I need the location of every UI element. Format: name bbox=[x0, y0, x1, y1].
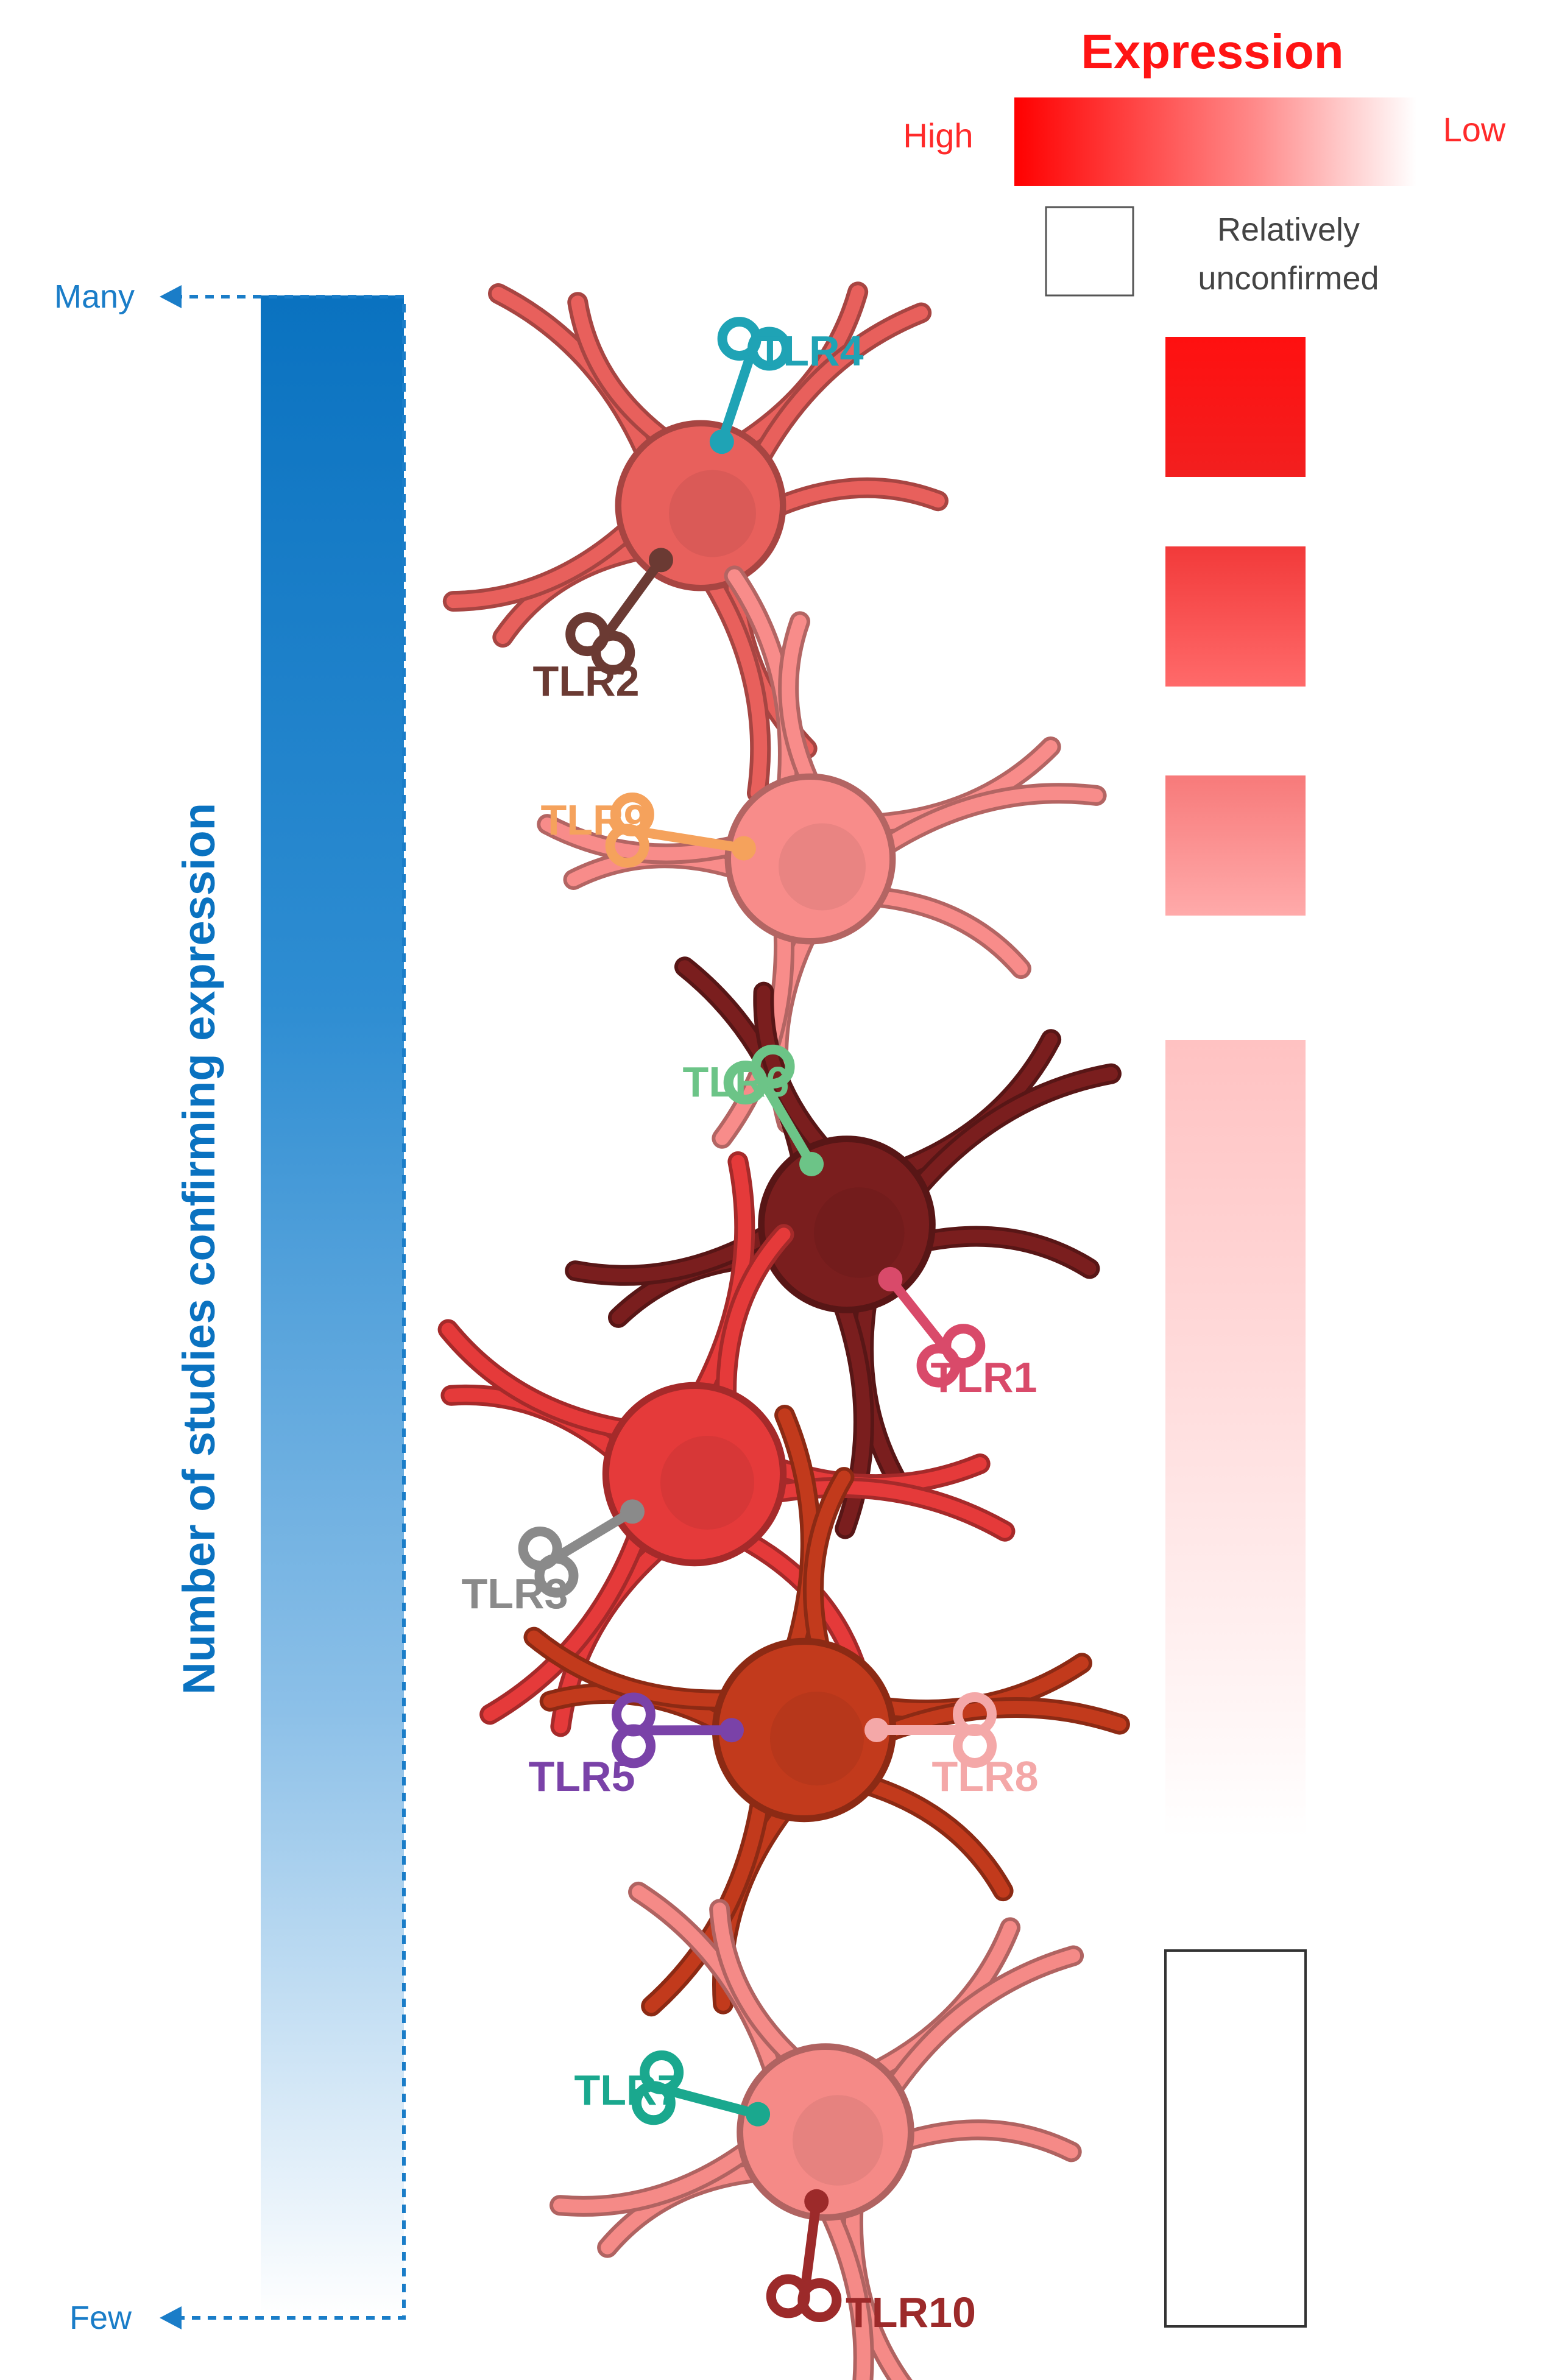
dendrite bbox=[571, 295, 683, 454]
legend-unconfirmed-label-line1: Relatively bbox=[1217, 211, 1360, 248]
dendrite bbox=[855, 889, 1028, 976]
expression-square-unconfirmed bbox=[1164, 1949, 1307, 2328]
tlr4-receptor-icon bbox=[709, 317, 791, 454]
legend-unconfirmed-swatch bbox=[1045, 206, 1134, 297]
tlr7-receptor-icon bbox=[631, 2050, 771, 2127]
legend-low-label: Low bbox=[1443, 110, 1506, 149]
tlr3-receptor-icon bbox=[518, 1499, 645, 1598]
cells-layer bbox=[437, 281, 1130, 2380]
legend-unconfirmed-label-line2: unconfirmed bbox=[1198, 260, 1379, 297]
dendritic-cell bbox=[442, 281, 949, 803]
tlr1-receptor-icon bbox=[878, 1266, 986, 1388]
dendrite bbox=[752, 1480, 1012, 1538]
dendrite bbox=[877, 1949, 1081, 2109]
dendrite bbox=[446, 513, 646, 609]
axis-top-label: Many bbox=[54, 278, 135, 315]
dendrite bbox=[441, 1322, 648, 1439]
dendrite bbox=[901, 1067, 1118, 1207]
dendrite bbox=[844, 1773, 1010, 1898]
label-tlr2: TLR2 bbox=[533, 657, 640, 705]
label-tlr3: TLR3 bbox=[462, 1570, 568, 1617]
dendrite bbox=[747, 306, 928, 478]
dendrite bbox=[757, 481, 945, 520]
label-tlr7: TLR7 bbox=[574, 2066, 681, 2114]
axis-bottom-label: Few bbox=[69, 2300, 132, 2336]
studies-axis: Many Few Number of studies confirming ex… bbox=[54, 278, 406, 2336]
dendrite bbox=[902, 1229, 1097, 1276]
studies-gradient-bar bbox=[261, 295, 404, 2318]
dendrite bbox=[866, 786, 1103, 861]
dendritic-cell bbox=[537, 565, 1107, 1149]
expression-square-2 bbox=[1165, 546, 1306, 687]
dendrite bbox=[719, 1227, 791, 1421]
axis-dotted-bracket bbox=[174, 295, 406, 2320]
label-tlr4: TLR4 bbox=[757, 327, 864, 375]
expression-squares bbox=[1164, 337, 1307, 2328]
expression-square-4 bbox=[1165, 1040, 1306, 1838]
dendrite bbox=[553, 2133, 767, 2213]
dendrite bbox=[697, 562, 768, 800]
label-tlr8: TLR8 bbox=[932, 1753, 1039, 1800]
dendrite bbox=[782, 615, 824, 803]
dendrite bbox=[806, 1471, 851, 1672]
label-tlr10: TLR10 bbox=[846, 2289, 976, 2336]
dendrite bbox=[713, 1902, 813, 2076]
label-tlr5: TLR5 bbox=[529, 1753, 635, 1800]
dendrite bbox=[527, 1630, 751, 1707]
cell-texture bbox=[793, 2095, 883, 2186]
dendrite bbox=[883, 2123, 1078, 2159]
legend-high-label: High bbox=[903, 116, 973, 155]
dendritic-cell bbox=[523, 1404, 1130, 2017]
cell-texture bbox=[770, 1692, 864, 1785]
dendritic-cell bbox=[437, 1151, 1016, 1737]
receptor-labels: TLR4 TLR2 TLR9 TLR6 TLR1 TLR3 TLR5 TLR8 … bbox=[462, 327, 1039, 2336]
expression-square-1 bbox=[1165, 337, 1306, 477]
cell-texture bbox=[660, 1436, 754, 1530]
expression-legend: Expression High Low Relatively unconfirm… bbox=[903, 24, 1506, 297]
dendritic-cell bbox=[565, 956, 1122, 1539]
dendrite bbox=[483, 1513, 651, 1721]
axis-title: Number of studies confirming expression bbox=[174, 803, 224, 1695]
tlr10-receptor-icon bbox=[766, 2189, 842, 2323]
dendrite bbox=[816, 2191, 871, 2380]
axis-arrowhead-bottom bbox=[160, 2306, 182, 2329]
tlr9-receptor-icon bbox=[605, 793, 756, 868]
dendritic-cell bbox=[550, 1881, 1084, 2380]
expression-square-3 bbox=[1165, 775, 1306, 916]
tlr8-receptor-icon bbox=[864, 1692, 997, 1768]
label-tlr6: TLR6 bbox=[683, 1058, 790, 1106]
cell-texture bbox=[814, 1187, 905, 1278]
tlr6-receptor-icon bbox=[723, 1044, 824, 1176]
tlr2-receptor-icon bbox=[565, 548, 673, 675]
axis-arrowhead-top bbox=[160, 285, 182, 308]
legend-gradient-bar bbox=[1014, 97, 1416, 186]
cell-texture bbox=[779, 823, 866, 911]
cell-texture bbox=[669, 470, 756, 557]
label-tlr1: TLR1 bbox=[931, 1354, 1037, 1401]
legend-title: Expression bbox=[1081, 24, 1343, 79]
tlr5-receptor-icon bbox=[611, 1692, 744, 1768]
label-tlr9: TLR9 bbox=[541, 796, 648, 844]
